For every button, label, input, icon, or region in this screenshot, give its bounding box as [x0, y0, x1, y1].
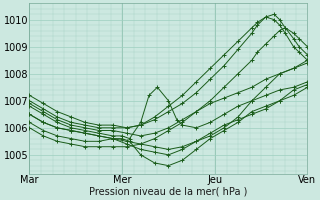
X-axis label: Pression niveau de la mer( hPa ): Pression niveau de la mer( hPa )	[89, 187, 248, 197]
